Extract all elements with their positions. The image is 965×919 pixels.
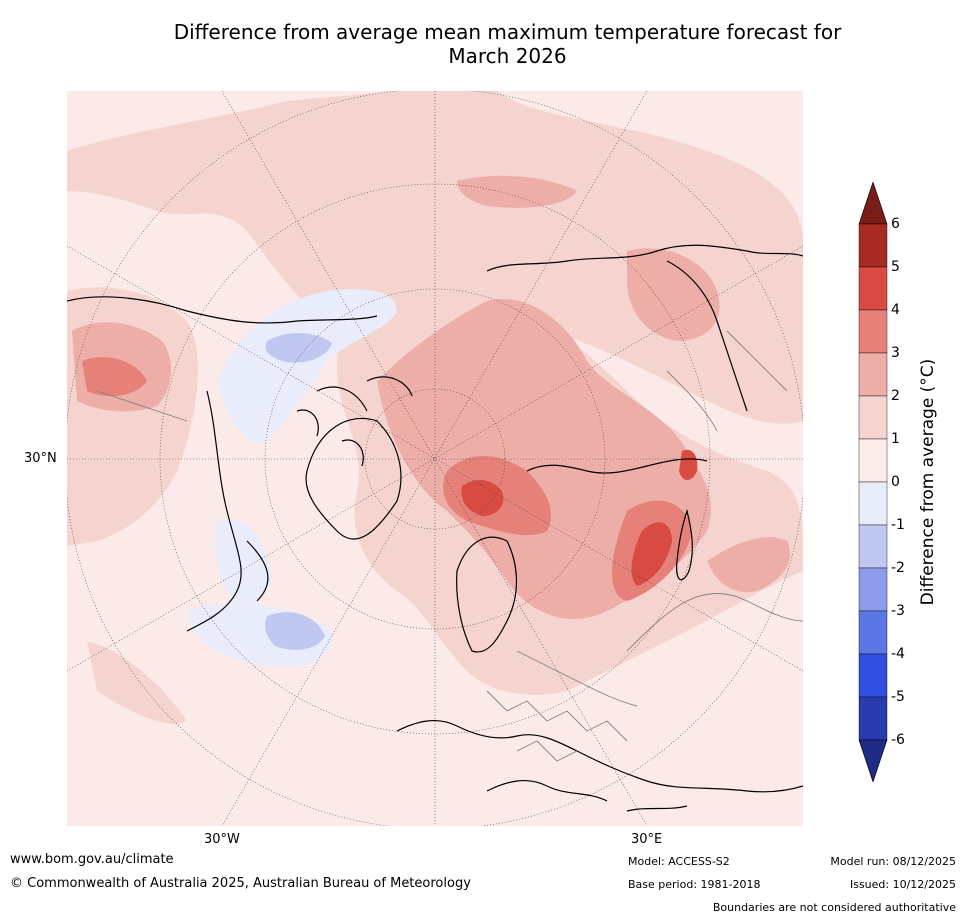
colorbar-segment <box>859 439 887 482</box>
colorbar-tick-label: -2 <box>891 560 911 576</box>
longitude-label-30w: 30°W <box>204 832 240 847</box>
colorbar-segment <box>859 310 887 353</box>
longitude-label-30e: 30°E <box>631 832 662 847</box>
colorbar-segment <box>859 267 887 310</box>
colorbar-extend-min <box>859 740 887 782</box>
chart-title: Difference from average mean maximum tem… <box>0 20 965 68</box>
colorbar-segment <box>859 654 887 697</box>
colorbar-tick-label: -1 <box>891 517 911 533</box>
latitude-label-30n: 30°N <box>24 451 57 466</box>
forecast-map <box>67 91 803 826</box>
map-svg <box>67 91 803 826</box>
colorbar-tick-label: 3 <box>891 345 911 361</box>
footer-model: Model: ACCESS-S2 <box>628 855 730 868</box>
colorbar-segment <box>859 353 887 396</box>
colorbar-segment <box>859 224 887 267</box>
colorbar-tick-label: 5 <box>891 259 911 275</box>
colorbar-segment <box>859 568 887 611</box>
colorbar-svg <box>858 182 890 782</box>
colorbar-tick-label: 4 <box>891 302 911 318</box>
colorbar-tick-label: 0 <box>891 474 911 490</box>
footer-issued: Issued: 10/12/2025 <box>850 878 956 891</box>
colorbar <box>858 182 890 786</box>
colorbar-tick-label: -5 <box>891 689 911 705</box>
footer-model-run: Model run: 08/12/2025 <box>830 855 956 868</box>
colorbar-tick-label: 1 <box>891 431 911 447</box>
colorbar-extend-max <box>859 182 887 224</box>
colorbar-tick-label: 6 <box>891 216 911 232</box>
title-line-1: Difference from average mean maximum tem… <box>0 20 965 44</box>
title-line-2: March 2026 <box>0 44 965 68</box>
footer-base-period: Base period: 1981-2018 <box>628 878 760 891</box>
colorbar-tick-label: 2 <box>891 388 911 404</box>
colorbar-tick-label: -3 <box>891 603 911 619</box>
colorbar-title: Difference from average (°C) <box>918 332 938 632</box>
colorbar-tick-label: -4 <box>891 646 911 662</box>
colorbar-segment <box>859 396 887 439</box>
colorbar-segment <box>859 482 887 525</box>
colorbar-segment <box>859 697 887 740</box>
colorbar-segment <box>859 525 887 568</box>
footer-website[interactable]: www.bom.gov.au/climate <box>10 852 174 867</box>
colorbar-tick-label: -6 <box>891 732 911 748</box>
colorbar-segment <box>859 611 887 654</box>
footer-copyright: © Commonwealth of Australia 2025, Austra… <box>10 876 471 891</box>
footer-boundaries: Boundaries are not considered authoritat… <box>713 901 956 914</box>
